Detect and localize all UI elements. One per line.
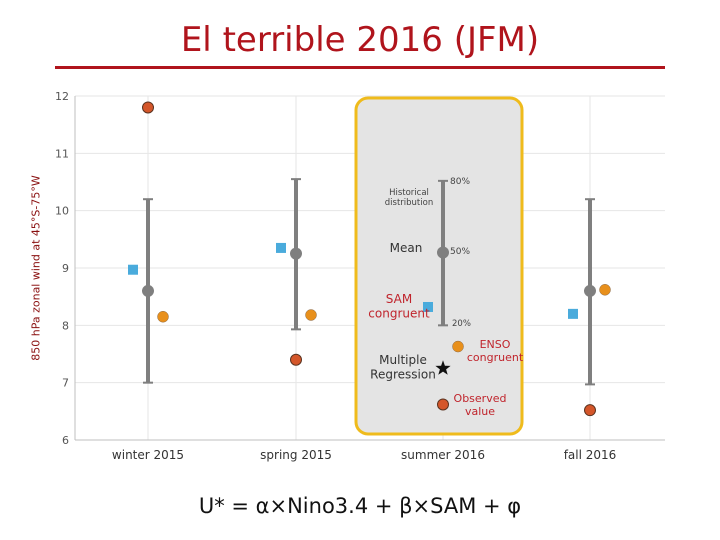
x-tick-label: spring 2015 — [260, 448, 332, 462]
annotation-multiple-regression: Multiple Regression — [370, 353, 436, 381]
observed-point — [437, 398, 449, 411]
observed-point — [142, 101, 154, 114]
enso-point — [452, 340, 464, 353]
enso-point — [157, 310, 169, 323]
observed-point — [584, 404, 596, 417]
y-tick-label: 11 — [55, 147, 69, 160]
annotation-p80: 80% — [450, 177, 470, 187]
x-tick-label: summer 2016 — [401, 448, 485, 462]
y-tick-label: 12 — [55, 90, 69, 103]
highlight-box — [354, 96, 524, 436]
y-tick-label: 10 — [55, 205, 69, 218]
y-tick-label: 7 — [62, 377, 69, 390]
annotation-historical-distribution: Historical distribution — [385, 188, 433, 208]
enso-point — [305, 309, 317, 321]
observed-point — [290, 353, 302, 366]
mean-point — [142, 284, 154, 297]
sam-point — [128, 264, 138, 275]
regression-formula: U* = α×Nino3.4 + β×SAM + φ — [198, 494, 522, 518]
y-tick-label: 8 — [62, 319, 69, 332]
annotation-mean: Mean — [390, 241, 423, 255]
slide-title: El terrible 2016 (JFM) — [180, 20, 540, 60]
sam-point — [276, 242, 286, 253]
enso-point — [599, 284, 611, 296]
y-tick-label: 9 — [62, 262, 69, 275]
sam-point — [568, 308, 578, 319]
y-tick-label: 6 — [62, 434, 69, 447]
annotation-p50: 50% — [450, 247, 470, 257]
title-underline — [55, 66, 665, 69]
mean-point — [290, 247, 302, 260]
regression-star — [435, 360, 451, 375]
sam-point — [423, 301, 433, 312]
annotation-observed-value: Observed value — [454, 392, 507, 418]
annotation-p20: 20% — [452, 319, 471, 329]
mean-point — [584, 284, 596, 297]
x-tick-label: fall 2016 — [564, 448, 617, 462]
annotation-enso-congruent: ENSO congruent — [467, 338, 524, 364]
mean-point — [437, 246, 449, 259]
annotation-sam-congruent: SAM congruent — [368, 292, 430, 320]
x-tick-label: winter 2015 — [112, 448, 184, 462]
